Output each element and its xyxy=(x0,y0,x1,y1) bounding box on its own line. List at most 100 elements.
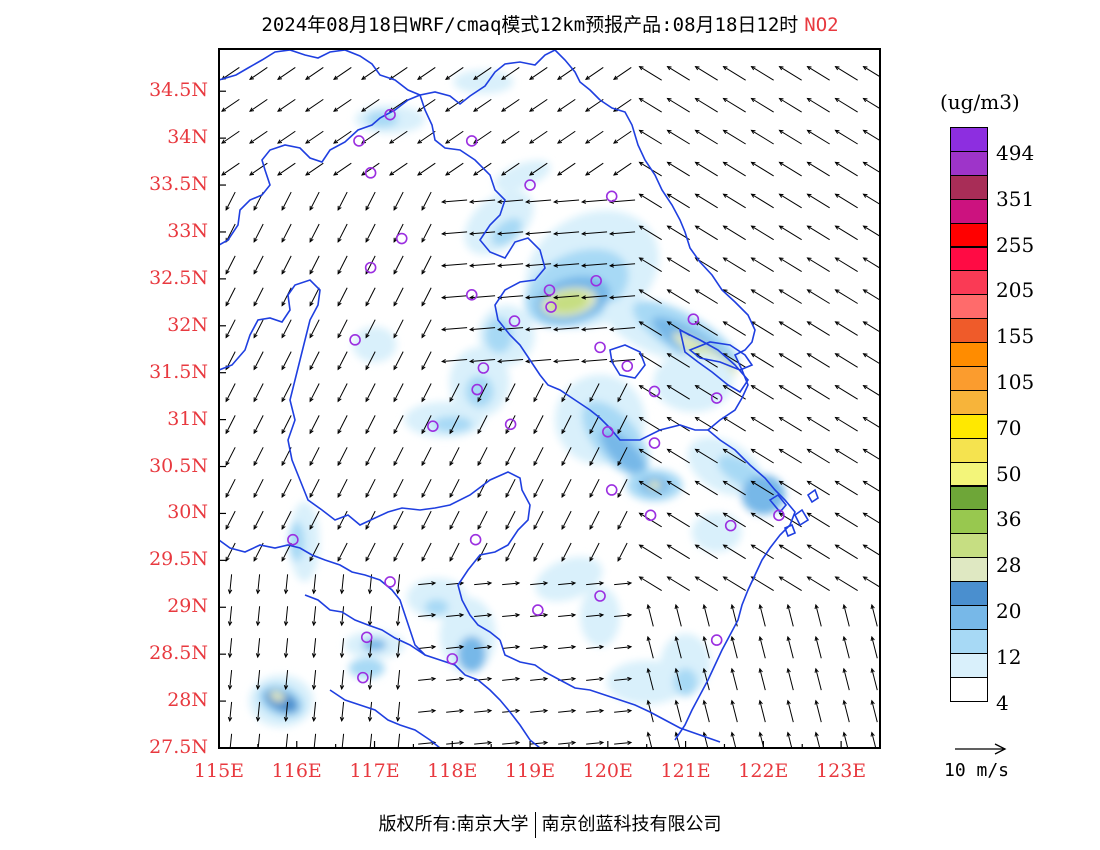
wind-arrow xyxy=(862,353,880,365)
legend-swatch xyxy=(950,533,988,559)
wind-arrow xyxy=(277,67,296,80)
wind-arrow xyxy=(225,478,236,499)
wind-arrow xyxy=(311,606,317,627)
wind-arrow xyxy=(638,289,662,304)
wind-arrow xyxy=(502,581,521,586)
wind-arrow xyxy=(842,699,850,723)
wind-arrow xyxy=(367,638,373,659)
wind-arrow xyxy=(778,448,802,464)
wind-arrow xyxy=(750,289,774,304)
copyright-footer: 版权所有:南京大学 南京创蓝科技有限公司 xyxy=(0,810,1100,838)
wind-arrow xyxy=(750,161,774,177)
wind-arrow xyxy=(525,199,552,204)
legend-swatch xyxy=(950,628,988,654)
wind-arrow xyxy=(253,223,264,243)
wind-arrow xyxy=(446,676,465,682)
wind-arrow xyxy=(418,644,437,650)
wind-arrow xyxy=(834,129,858,145)
wind-arrow xyxy=(834,544,858,560)
wind-arrow xyxy=(834,161,858,177)
wind-arrow xyxy=(393,415,404,435)
wind-arrow xyxy=(666,544,690,560)
wind-arrow xyxy=(395,606,401,627)
wind-arrow xyxy=(441,359,468,364)
wind-arrow xyxy=(834,512,858,528)
wind-arrow xyxy=(530,644,549,650)
monitoring-station xyxy=(364,261,377,274)
concentration-patch xyxy=(673,668,698,697)
wind-arrow xyxy=(722,576,746,592)
wind-arrow xyxy=(501,130,520,144)
wind-arrow xyxy=(225,319,236,339)
wind-arrow xyxy=(446,740,465,745)
legend-swatch xyxy=(950,581,988,606)
wind-arrow xyxy=(225,191,236,211)
legend-label-3: 205 xyxy=(996,278,1035,303)
monitoring-station xyxy=(384,576,396,588)
monitoring-station xyxy=(710,392,723,404)
wind-arrow xyxy=(834,353,858,368)
wind-arrow xyxy=(584,130,604,144)
wind-arrow xyxy=(750,193,774,209)
monitoring-station xyxy=(590,274,602,287)
wind-arrow xyxy=(393,383,404,403)
concentration-patch xyxy=(352,326,397,363)
wind-arrow xyxy=(393,542,404,562)
wind-arrow xyxy=(553,327,580,332)
wind-arrow xyxy=(249,67,268,80)
wind-arrow xyxy=(806,448,830,464)
wind-arrow xyxy=(229,733,233,748)
taihu-lake xyxy=(609,344,646,379)
monitoring-station xyxy=(427,420,439,432)
legend-swatch xyxy=(950,318,988,344)
legend-swatch xyxy=(950,652,988,678)
wind-arrow xyxy=(702,635,710,659)
wind-arrow xyxy=(277,162,296,176)
wind-arrow xyxy=(257,733,261,748)
concentration-patch xyxy=(457,636,486,673)
wind-arrow xyxy=(227,638,233,659)
wind-arrow xyxy=(255,638,261,659)
wind-arrow xyxy=(533,478,544,499)
wind-arrow xyxy=(227,606,233,627)
wind-arrow xyxy=(367,701,373,723)
concentration-patch xyxy=(465,375,494,408)
monitoring-station xyxy=(465,289,478,301)
wind-arrow xyxy=(333,162,352,176)
wind-arrow xyxy=(638,257,662,273)
wind-arrow xyxy=(417,130,436,144)
concentration-patch xyxy=(484,317,513,354)
wind-arrow xyxy=(702,699,710,723)
wind-arrow xyxy=(253,478,264,499)
wind-arrow xyxy=(309,191,320,211)
wind-arrow xyxy=(561,383,572,403)
lat-label-5: 32N xyxy=(167,313,208,336)
wind-arrow xyxy=(834,97,858,113)
monitoring-station xyxy=(287,533,299,546)
wind-arrow xyxy=(339,574,345,595)
wind-arrow xyxy=(421,447,432,467)
wind-arrow xyxy=(473,162,492,176)
wind-arrow xyxy=(474,740,493,745)
lon-label-6: 121E xyxy=(660,760,711,782)
legend-label-10: 20 xyxy=(996,599,1022,623)
wind-arrow xyxy=(283,606,289,627)
wind-arrow xyxy=(393,319,404,339)
copyright-left: 版权所有:南京大学 xyxy=(378,814,529,835)
concentration-patch xyxy=(660,633,711,694)
wind-arrow xyxy=(339,606,345,627)
wind-arrow xyxy=(281,478,292,499)
wind-arrow xyxy=(281,319,292,339)
wind-arrow xyxy=(750,225,774,241)
wind-arrow xyxy=(309,510,320,530)
wind-arrow xyxy=(666,385,690,400)
monitoring-station xyxy=(524,179,536,191)
wind-arrow xyxy=(722,321,746,336)
wind-arrow xyxy=(758,667,766,691)
wind-arrow xyxy=(666,289,690,304)
wind-arrow xyxy=(283,574,289,595)
wind-arrow xyxy=(333,67,352,80)
legend-label-2: 255 xyxy=(996,232,1035,257)
monitoring-station xyxy=(710,634,723,646)
